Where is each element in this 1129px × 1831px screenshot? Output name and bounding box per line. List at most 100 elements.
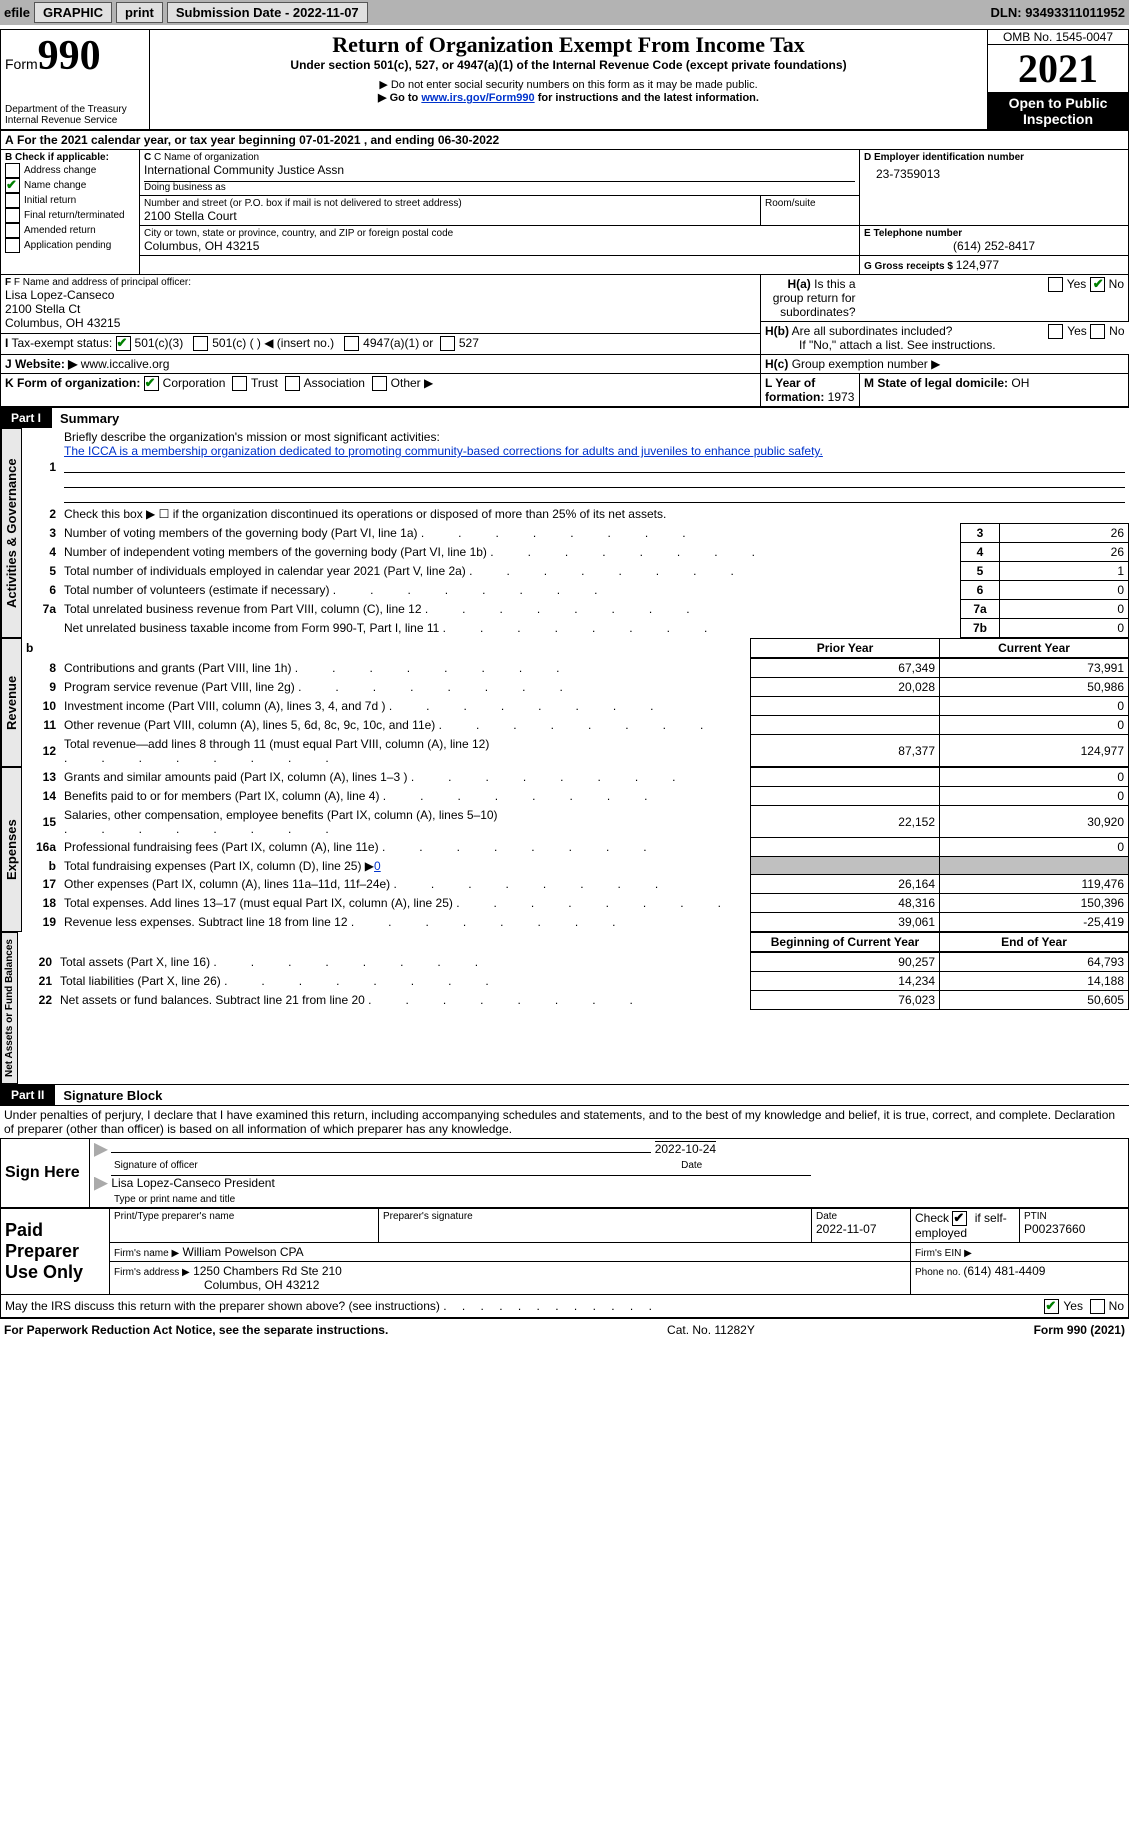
goto-link[interactable]: www.irs.gov/Form990 — [421, 92, 534, 104]
print-button[interactable]: print — [116, 2, 163, 23]
firm-addr1: 1250 Chambers Rd Ste 210 — [193, 1264, 342, 1278]
graphic-button[interactable]: GRAPHIC — [34, 2, 112, 23]
checkbox-application-pending[interactable] — [5, 238, 20, 253]
checkbox-amended-return[interactable] — [5, 223, 20, 238]
part1-header: Part I Summary — [0, 407, 1129, 428]
summary-row-text: Professional fundraising fees (Part IX, … — [60, 838, 751, 857]
domicile-label: M State of legal domicile: — [864, 376, 1011, 390]
current-year-value: 73,991 — [940, 659, 1129, 678]
prior-year-value — [751, 787, 940, 806]
summary-row-text: Total revenue—add lines 8 through 11 (mu… — [60, 735, 751, 767]
prep-phone: (614) 481-4409 — [963, 1264, 1045, 1278]
discuss-yes[interactable] — [1044, 1299, 1059, 1314]
period-a: A For the 2021 calendar year, or tax yea… — [1, 131, 1129, 150]
firm-ein-label: Firm's EIN ▶ — [915, 1248, 972, 1259]
box-e-label: E Telephone number — [864, 228, 1124, 239]
summary-expenses: Expenses 13 Grants and similar amounts p… — [0, 767, 1129, 932]
hb-note: If "No," attach a list. See instructions… — [799, 338, 1125, 352]
cb-4947[interactable] — [344, 336, 359, 351]
current-year-value: 119,476 — [940, 875, 1129, 894]
summary-netassets: Net Assets or Fund Balances Beginning of… — [0, 932, 1129, 1084]
ha-yes[interactable] — [1048, 277, 1063, 292]
summary-revenue: Revenue b Prior Year Current Year 8 Cont… — [0, 638, 1129, 767]
current-year-value: 50,605 — [940, 991, 1129, 1010]
irs-label: Internal Revenue Service — [5, 115, 145, 126]
sig-officer-label: Signature of officer — [114, 1160, 198, 1171]
prior-year-value: 26,164 — [751, 875, 940, 894]
prior-year-value: 90,257 — [751, 953, 940, 972]
firm-addr2: Columbus, OH 43212 — [204, 1278, 319, 1292]
prior-year-value: 20,028 — [751, 678, 940, 697]
pointer-icon — [94, 1143, 108, 1157]
checkbox-address-change[interactable] — [5, 163, 20, 178]
hb-no[interactable] — [1090, 324, 1105, 339]
preparer-name-label: Print/Type preparer's name — [114, 1211, 374, 1222]
current-year-value: 64,793 — [940, 953, 1129, 972]
org-name: International Community Justice Assn — [144, 163, 855, 177]
current-year-value: 150,396 — [940, 894, 1129, 913]
cb-501c[interactable] — [193, 336, 208, 351]
prior-year-value — [751, 838, 940, 857]
summary-row-text: Program service revenue (Part VIII, line… — [60, 678, 751, 697]
phone-value: (614) 252-8417 — [864, 239, 1124, 253]
summary-row-text: Total assets (Part X, line 16) . . . . .… — [56, 953, 751, 972]
firm-addr-label: Firm's address ▶ — [114, 1267, 190, 1278]
box-d-label: D Employer identification number — [864, 152, 1124, 163]
cb-self-employed[interactable] — [952, 1211, 967, 1226]
summary-row-text: Total liabilities (Part X, line 26) . . … — [56, 972, 751, 991]
prior-year-value — [751, 716, 940, 735]
ein-value: 23-7359013 — [876, 167, 1124, 181]
cb-trust[interactable] — [232, 376, 247, 391]
discuss-no[interactable] — [1090, 1299, 1105, 1314]
form-org-label: K Form of organization: — [5, 376, 140, 390]
part2-header: Part II Signature Block — [0, 1084, 1129, 1105]
form-header-table: Form990 Department of the Treasury Inter… — [0, 29, 1129, 130]
preparer-table: Paid Preparer Use Only Print/Type prepar… — [0, 1208, 1129, 1295]
submission-date-button[interactable]: Submission Date - 2022-11-07 — [167, 2, 368, 23]
hb-yes[interactable] — [1048, 324, 1063, 339]
prep-date: 2022-11-07 — [816, 1222, 877, 1236]
current-year-value: 0 — [940, 768, 1129, 787]
header-bar: efile GRAPHIC print Submission Date - 20… — [0, 0, 1129, 25]
officer-printed-label: Type or print name and title — [114, 1194, 235, 1205]
officer-name: Lisa Lopez-Canseco — [5, 288, 756, 302]
firm-name: William Powelson CPA — [183, 1245, 304, 1259]
cb-corporation[interactable] — [144, 376, 159, 391]
summary-row-value: 0 — [1000, 581, 1129, 600]
prior-year-value: 14,234 — [751, 972, 940, 991]
efile-label: efile — [4, 5, 30, 20]
vlabel-governance: Activities & Governance — [1, 428, 22, 638]
hc-label: Group exemption number ▶ — [792, 357, 941, 371]
year-formed-label: L Year of formation: — [765, 376, 828, 404]
summary-row-text: Other expenses (Part IX, column (A), lin… — [60, 875, 751, 894]
cb-other[interactable] — [372, 376, 387, 391]
checkbox-initial-return[interactable] — [5, 193, 20, 208]
website-label: Website: ▶ — [15, 357, 77, 371]
prior-year-value: 39,061 — [751, 913, 940, 932]
open-to-public-inspection: Open to Public Inspection — [988, 93, 1129, 130]
website-value: www.iccalive.org — [81, 357, 170, 371]
paid-preparer-label: Paid Preparer Use Only — [1, 1208, 110, 1294]
summary-row-value: 26 — [1000, 524, 1129, 543]
discuss-label: May the IRS discuss this return with the… — [5, 1299, 440, 1313]
prior-year-value: 76,023 — [751, 991, 940, 1010]
officer-city: Columbus, OH 43215 — [5, 316, 756, 330]
footer-left: For Paperwork Reduction Act Notice, see … — [4, 1323, 388, 1337]
gross-receipts-value: 124,977 — [956, 258, 999, 272]
summary-row-text: Salaries, other compensation, employee b… — [60, 806, 751, 838]
current-year-value: 124,977 — [940, 735, 1129, 767]
checkbox-final-return[interactable] — [5, 208, 20, 223]
ptin-label: PTIN — [1024, 1211, 1124, 1222]
footer-bar: For Paperwork Reduction Act Notice, see … — [0, 1318, 1129, 1341]
cb-501c3[interactable] — [116, 336, 131, 351]
cb-association[interactable] — [285, 376, 300, 391]
sig-date-label: Date — [681, 1160, 702, 1171]
dln-label: DLN: 93493311011952 — [991, 5, 1125, 20]
checkbox-name-change[interactable] — [5, 178, 20, 193]
ha-no[interactable] — [1090, 277, 1105, 292]
dept-label: Department of the Treasury — [5, 104, 145, 115]
cb-527[interactable] — [440, 336, 455, 351]
vlabel-revenue: Revenue — [1, 638, 22, 767]
form-under: Under section 501(c), 527, or 4947(a)(1)… — [154, 58, 983, 72]
prior-year-value: 67,349 — [751, 659, 940, 678]
